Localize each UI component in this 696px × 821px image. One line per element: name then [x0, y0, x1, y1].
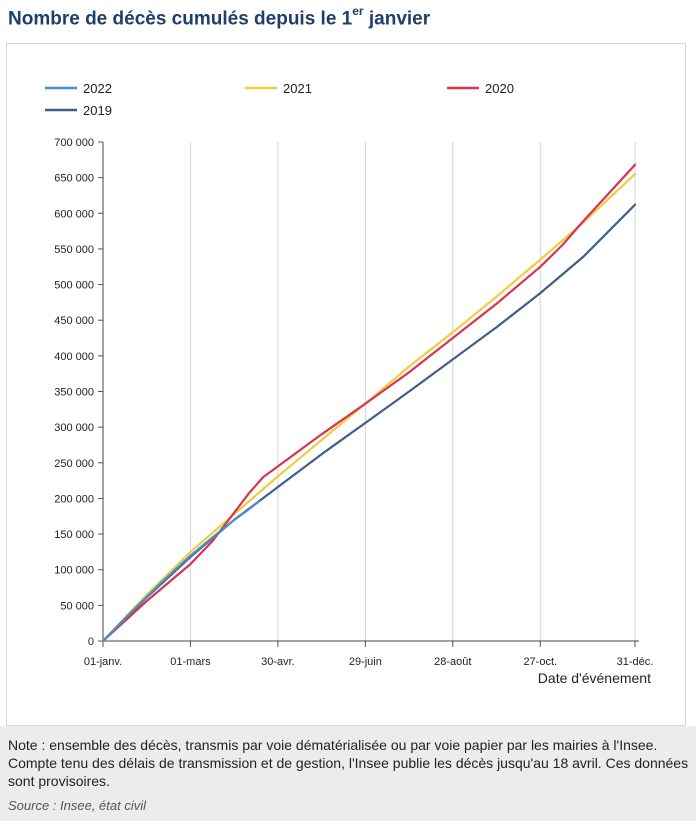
- legend-label-2019: 2019: [83, 103, 112, 118]
- chart-note: Note : ensemble des décès, transmis par …: [8, 737, 689, 789]
- y-tick-label: 300 000: [54, 422, 94, 434]
- y-tick-label: 350 000: [54, 387, 94, 399]
- x-axis-title: Date d'événement: [538, 670, 651, 686]
- x-tick-label: 30-avr.: [261, 656, 295, 668]
- y-tick-label: 0: [88, 636, 94, 648]
- y-tick-label: 500 000: [54, 280, 94, 292]
- title-superscript: er: [352, 4, 364, 18]
- page-title: Nombre de décès cumulés depuis le 1er ja…: [8, 4, 431, 30]
- x-tick-label: 29-juin: [349, 656, 382, 668]
- y-tick-label: 100 000: [54, 565, 94, 577]
- chart-axes: 01-janv. 01-mars 30-avr. 29-juin 28-août 27-o…: [54, 137, 653, 686]
- footnote-band: [0, 726, 696, 821]
- y-tick-label: 550 000: [54, 244, 94, 256]
- series-line-2019: [101, 203, 637, 643]
- x-tick-label: 28-août: [434, 656, 471, 668]
- series-line-2020: [101, 163, 637, 643]
- title-main: Nombre de décès cumulés depuis le 1: [8, 8, 353, 30]
- cumulative-deaths-chart: 01-janv. 01-mars 30-avr. 29-juin 28-août 27-o…: [45, 81, 653, 686]
- chart-series: [101, 163, 637, 643]
- legend-label-2022: 2022: [83, 81, 112, 96]
- y-tick-label: 50 000: [60, 600, 94, 612]
- chart-source: Source : Insee, état civil: [8, 798, 147, 813]
- y-tick-label: 650 000: [54, 173, 94, 185]
- x-tick-label: 01-mars: [170, 656, 211, 668]
- y-tick-label: 600 000: [54, 208, 94, 220]
- series-line-2022: [101, 500, 261, 643]
- chart-grid: [189, 142, 636, 641]
- y-tick-label: 150 000: [54, 529, 94, 541]
- y-tick-label: 700 000: [54, 137, 94, 149]
- title-end: janvier: [363, 8, 431, 30]
- x-tick-label: 31-déc.: [617, 656, 654, 668]
- legend-label-2021: 2021: [283, 81, 312, 96]
- y-tick-label: 250 000: [54, 458, 94, 470]
- chart-panel: [6, 43, 686, 726]
- chart-legend: 2022 2021 2020 2019: [45, 81, 514, 118]
- y-tick-label: 450 000: [54, 315, 94, 327]
- x-tick-label: 27-oct.: [523, 656, 557, 668]
- legend-label-2020: 2020: [485, 81, 514, 96]
- y-tick-label: 200 000: [54, 493, 94, 505]
- x-tick-label: 01-janv.: [84, 656, 122, 668]
- y-tick-label: 400 000: [54, 351, 94, 363]
